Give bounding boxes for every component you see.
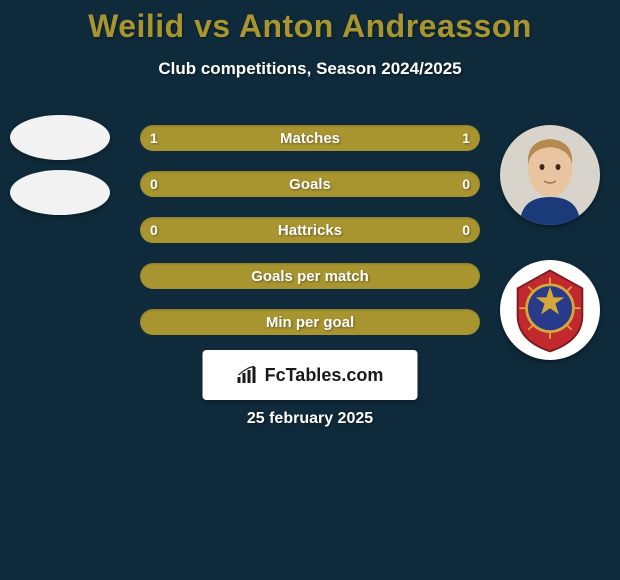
player-portrait-icon xyxy=(500,125,600,225)
stat-row-hattricks: 0 Hattricks 0 xyxy=(140,217,480,243)
subtitle: Club competitions, Season 2024/2025 xyxy=(0,59,620,79)
player1-club-badge xyxy=(10,170,110,215)
date-text: 25 february 2025 xyxy=(0,410,620,428)
stat-label: Hattricks xyxy=(278,222,342,239)
bar-chart-icon xyxy=(237,366,259,384)
infographic-container: Weilid vs Anton Andreasson Club competit… xyxy=(0,0,620,580)
stat-right-value: 0 xyxy=(462,222,470,238)
stats-section: 1 Matches 1 0 Goals 0 0 Hattricks 0 Goal… xyxy=(140,125,480,355)
stat-row-min-per-goal: Min per goal xyxy=(140,309,480,335)
stat-row-matches: 1 Matches 1 xyxy=(140,125,480,151)
stat-label: Goals xyxy=(289,176,331,193)
stat-label: Min per goal xyxy=(266,314,354,331)
stat-left-value: 0 xyxy=(150,222,158,238)
club-crest-icon xyxy=(505,265,595,355)
player2-club-badge xyxy=(500,260,600,360)
site-logo: FcTables.com xyxy=(203,350,418,400)
stat-row-goals-per-match: Goals per match xyxy=(140,263,480,289)
player1-avatar xyxy=(10,115,110,160)
stat-right-value: 0 xyxy=(462,176,470,192)
stat-label: Matches xyxy=(280,130,340,147)
site-logo-text: FcTables.com xyxy=(265,365,384,386)
stat-label: Goals per match xyxy=(251,268,369,285)
player2-avatar xyxy=(500,125,600,225)
stat-right-value: 1 xyxy=(462,130,470,146)
page-title: Weilid vs Anton Andreasson xyxy=(0,0,620,45)
stat-row-goals: 0 Goals 0 xyxy=(140,171,480,197)
stat-left-value: 0 xyxy=(150,176,158,192)
stat-left-value: 1 xyxy=(150,130,158,146)
